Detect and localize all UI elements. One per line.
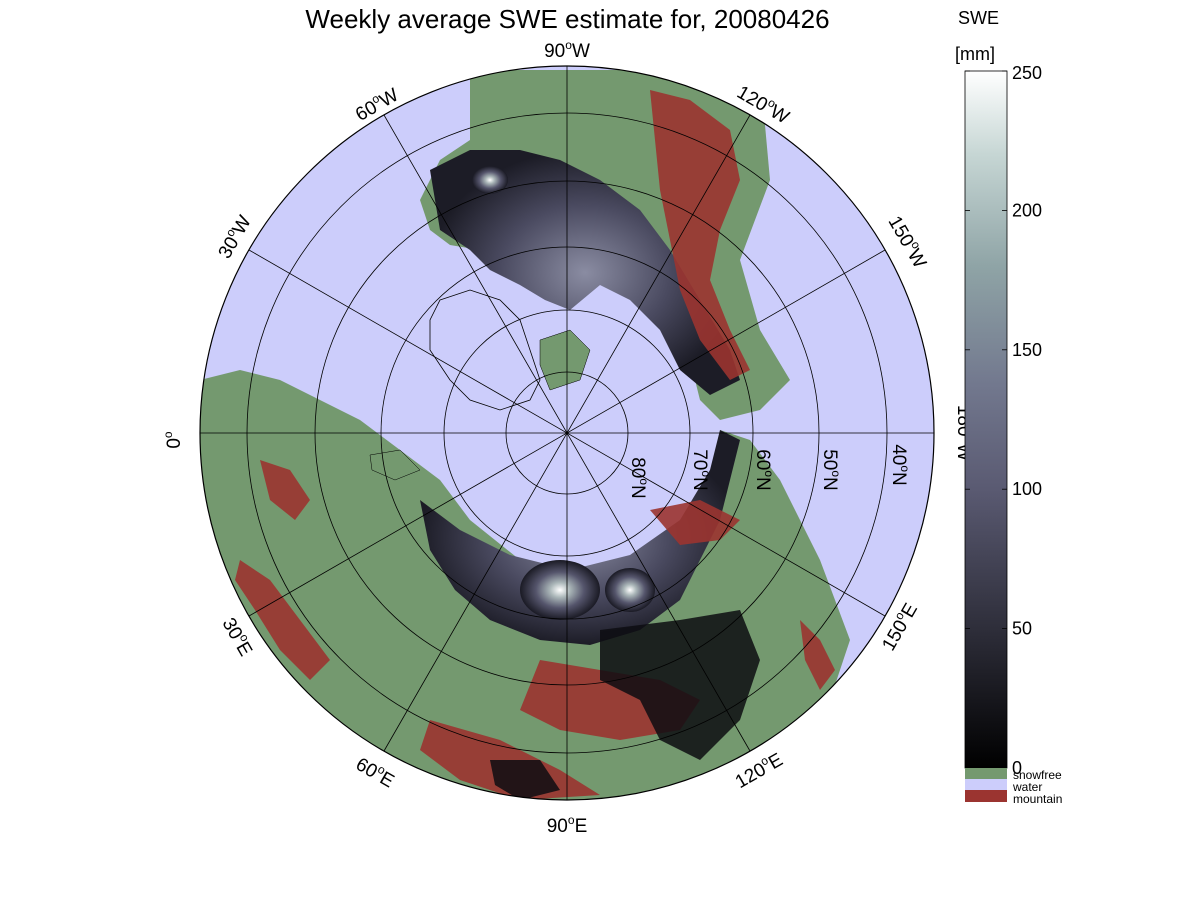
map-title: Weekly average SWE estimate for, 2008042… xyxy=(305,4,830,34)
mountain-rockies xyxy=(650,90,750,380)
map-border xyxy=(199,65,935,801)
colorbar-label-unit: [mm] xyxy=(955,44,995,64)
lat-label-60n: 60oN xyxy=(752,449,776,491)
lon-label-90w: 90oW xyxy=(544,38,590,62)
north-america-snow xyxy=(430,150,740,395)
lat-label-70n: 70oN xyxy=(689,449,713,491)
colorbar-tick-label: 200 xyxy=(1012,200,1042,220)
colorbar-tick-label: 50 xyxy=(1012,619,1032,639)
low-swe-asia-patch-2 xyxy=(490,760,560,800)
map-disk xyxy=(199,65,935,801)
colorbar-ticks: 0 50 100 150 200 250 xyxy=(965,63,1042,778)
graticule xyxy=(200,66,934,800)
colorbar-tick-label: 250 xyxy=(1012,63,1042,83)
meridian-150w-30e xyxy=(248,249,886,617)
legend-swatch-snowfree xyxy=(965,768,1007,779)
arctic-islands xyxy=(429,289,541,411)
category-legend: snowfree water mountain xyxy=(965,768,1062,806)
mountain-kamchatka xyxy=(800,620,835,690)
lat-label-50n: 50oN xyxy=(819,449,843,491)
baffin-region xyxy=(539,329,591,391)
colorbar-label-swe: SWE xyxy=(958,8,999,28)
lon-label-90e: 90oE xyxy=(547,813,588,837)
lon-label-0: 0o xyxy=(161,431,185,449)
colorbar-gradient xyxy=(964,70,1008,769)
swe-maximum-siberia xyxy=(520,560,600,620)
latitude-labels: 80oN 70oN 60oN 50oN 40oN xyxy=(627,444,912,499)
legend-label-snowfree: snowfree xyxy=(1013,768,1062,782)
legend-swatch-mountain xyxy=(965,790,1007,802)
mountain-europe xyxy=(235,560,330,680)
lat-label-40n: 40oN xyxy=(888,444,912,486)
colorbar-tick-label: 150 xyxy=(1012,340,1042,360)
legend-label-water: water xyxy=(1012,780,1042,794)
lon-label-60e: 60oE xyxy=(352,751,399,792)
swe-maximum-east xyxy=(605,568,655,612)
mountain-scandinavia xyxy=(260,460,310,520)
eurasia-snow xyxy=(420,430,740,645)
mountain-east-siberia xyxy=(650,500,740,545)
colorbar-tick-label: 100 xyxy=(1012,479,1042,499)
lat-label-80n: 80oN xyxy=(627,457,651,499)
legend-label-mountain: mountain xyxy=(1013,792,1062,806)
colorbar-tick-label: 0 xyxy=(1012,758,1022,778)
legend-swatch-water xyxy=(965,779,1007,790)
swe-maximum-canada xyxy=(472,166,508,194)
low-swe-asia-patch xyxy=(600,610,760,760)
colorbar: SWE [mm] 0 50 100 150 200 250 xyxy=(955,8,1042,778)
